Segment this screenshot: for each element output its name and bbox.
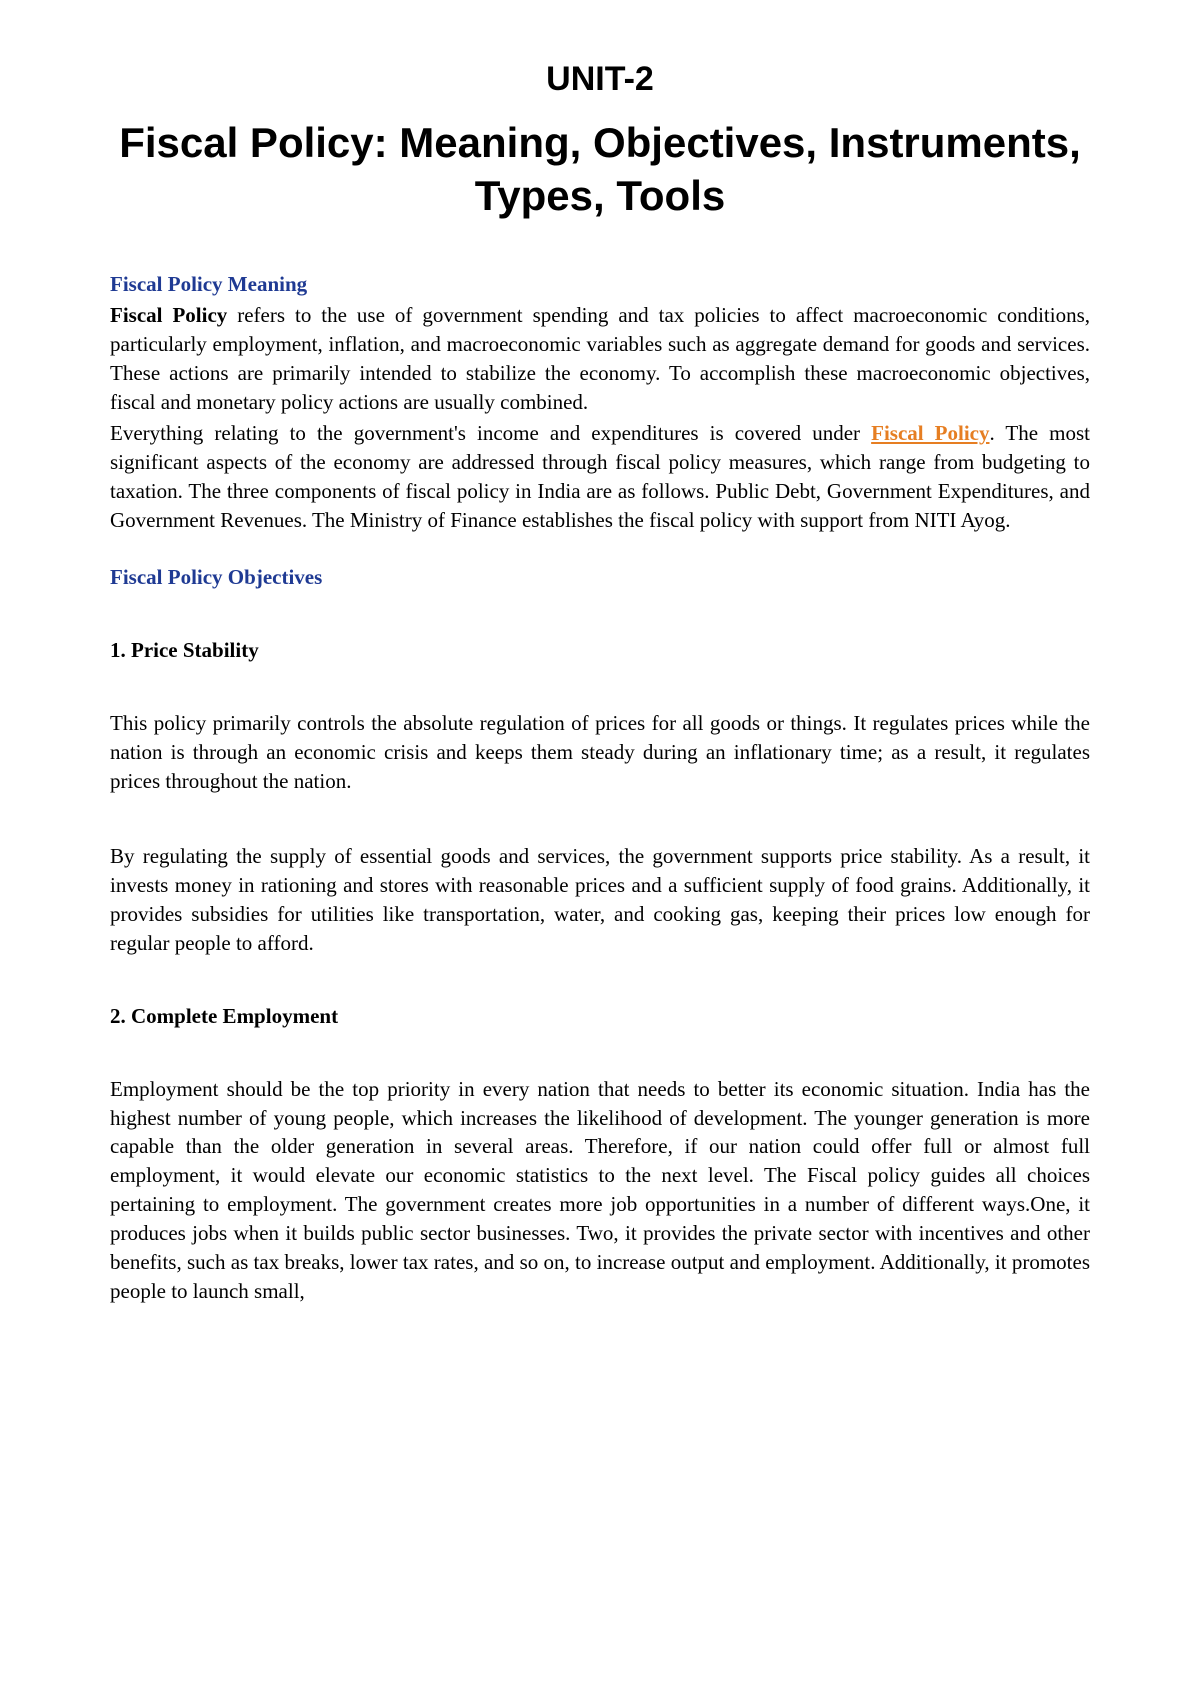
fiscal-policy-link[interactable]: Fiscal Policy (871, 421, 989, 445)
meaning-para-1: Fiscal Policy refers to the use of gover… (110, 301, 1090, 417)
spacer (110, 594, 1090, 638)
meaning-para-1-rest: refers to the use of government spending… (110, 303, 1090, 414)
spacer (110, 665, 1090, 709)
spacer (110, 798, 1090, 842)
complete-employment-para-1: Employment should be the top priority in… (110, 1075, 1090, 1307)
section-heading-meaning: Fiscal Policy Meaning (110, 272, 1090, 297)
section-heading-objectives: Fiscal Policy Objectives (110, 565, 1090, 590)
meaning-para-2: Everything relating to the government's … (110, 419, 1090, 535)
spacer (110, 1031, 1090, 1075)
price-stability-para-2: By regulating the supply of essential go… (110, 842, 1090, 958)
main-title: Fiscal Policy: Meaning, Objectives, Inst… (110, 117, 1090, 222)
meaning-para-2-pre: Everything relating to the government's … (110, 421, 871, 445)
spacer (110, 960, 1090, 1004)
document-page: UNIT-2 Fiscal Policy: Meaning, Objective… (110, 60, 1090, 1306)
meaning-para-1-bold: Fiscal Policy (110, 303, 227, 327)
spacer (110, 537, 1090, 565)
objective-heading-price-stability: 1. Price Stability (110, 638, 1090, 663)
unit-label: UNIT-2 (110, 60, 1090, 99)
price-stability-para-1: This policy primarily controls the absol… (110, 709, 1090, 796)
objective-heading-complete-employment: 2. Complete Employment (110, 1004, 1090, 1029)
